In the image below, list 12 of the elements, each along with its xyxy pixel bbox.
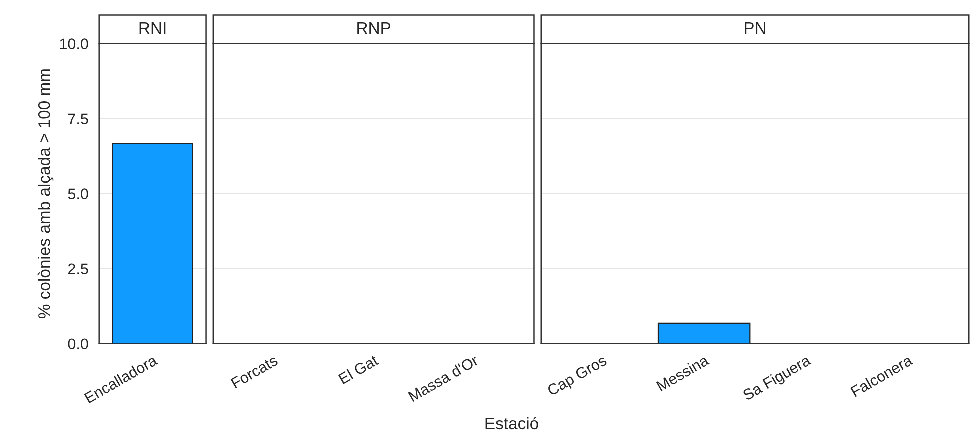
y-axis-title: % colònies amb alçada > 100 mm [38, 70, 54, 319]
chart-title: RNP [358, 22, 391, 34]
y-tick-label: 2.5 [68, 264, 88, 275]
y-tick-label: 10.0 [60, 38, 88, 50]
y-tick-label: 7.5 [68, 114, 88, 124]
chart-title: RNI [140, 22, 166, 34]
y-tick-label: 5.0 [68, 188, 88, 200]
y-tick-label: 0.0 [68, 338, 88, 350]
x-tick-label: El Gat [338, 354, 380, 385]
x-tick-label: Cap Gros [546, 354, 610, 399]
chart-title: PN [745, 22, 766, 34]
x-axis-title: Estació [486, 417, 538, 430]
